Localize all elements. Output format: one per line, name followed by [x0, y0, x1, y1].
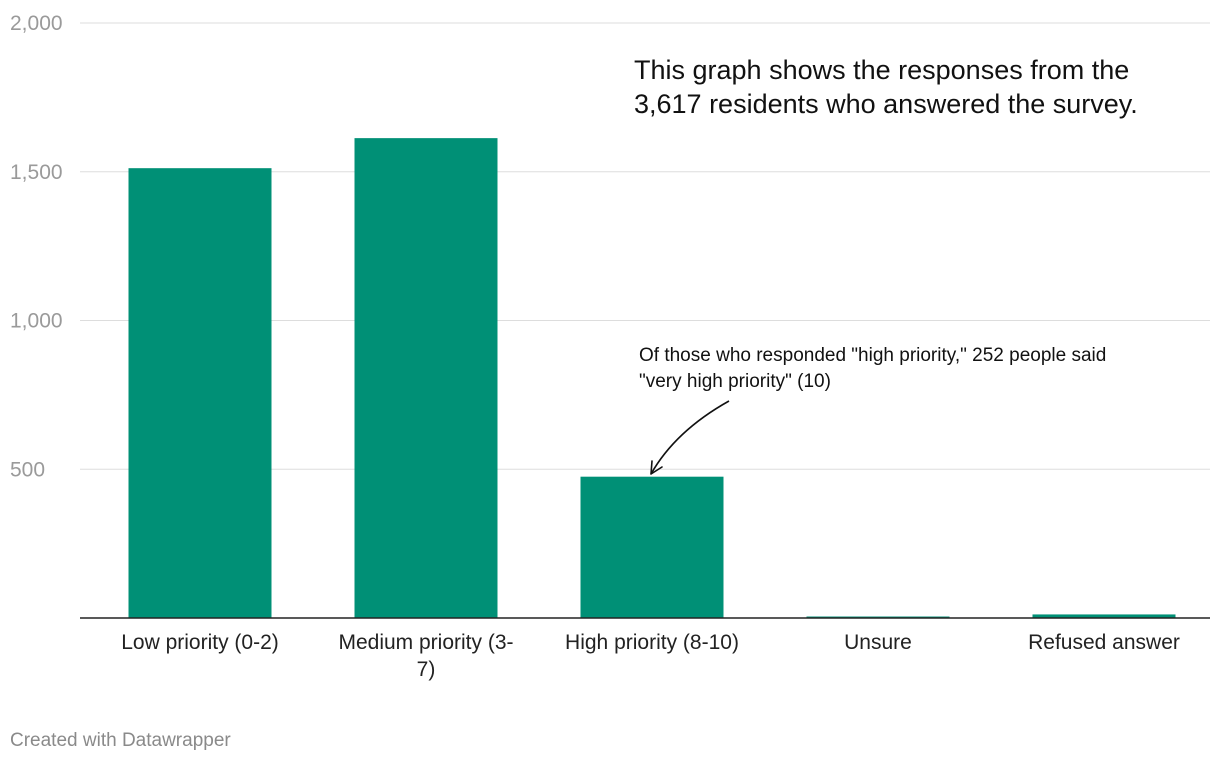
bar: [128, 168, 272, 618]
y-axis-ticks: 500 1,000 1,500 2,000: [10, 12, 63, 481]
credit-footer: Created with Datawrapper: [10, 730, 231, 751]
x-tick-label: Unsure: [844, 631, 912, 654]
annotation-arrow-line: [650, 400, 730, 475]
x-tick-label: Medium priority (3-7): [338, 631, 513, 681]
y-tick-label: 500: [10, 458, 45, 481]
x-tick-label: Low priority (0-2): [121, 631, 279, 654]
bar: [1032, 614, 1176, 618]
annotation-arrow-head: [650, 460, 663, 475]
y-tick-label: 1,500: [10, 161, 63, 184]
annotation-text: Of those who responded "high priority," …: [639, 345, 1106, 392]
chart-note-text: This graph shows the responses from the 3…: [634, 55, 1138, 119]
x-tick-label: High priority (8-10): [565, 631, 739, 654]
bar: [580, 476, 724, 618]
x-axis-ticks: Low priority (0-2) Medium priority (3-7) H…: [121, 631, 1180, 681]
annotation: Of those who responded "high priority," …: [639, 345, 1106, 475]
y-tick-label: 2,000: [10, 12, 63, 35]
chart-note: This graph shows the responses from the 3…: [634, 55, 1138, 119]
bar: [354, 138, 498, 618]
y-tick-label: 1,000: [10, 310, 63, 333]
x-tick-label: Refused answer: [1028, 631, 1180, 654]
bars: [128, 138, 1176, 618]
